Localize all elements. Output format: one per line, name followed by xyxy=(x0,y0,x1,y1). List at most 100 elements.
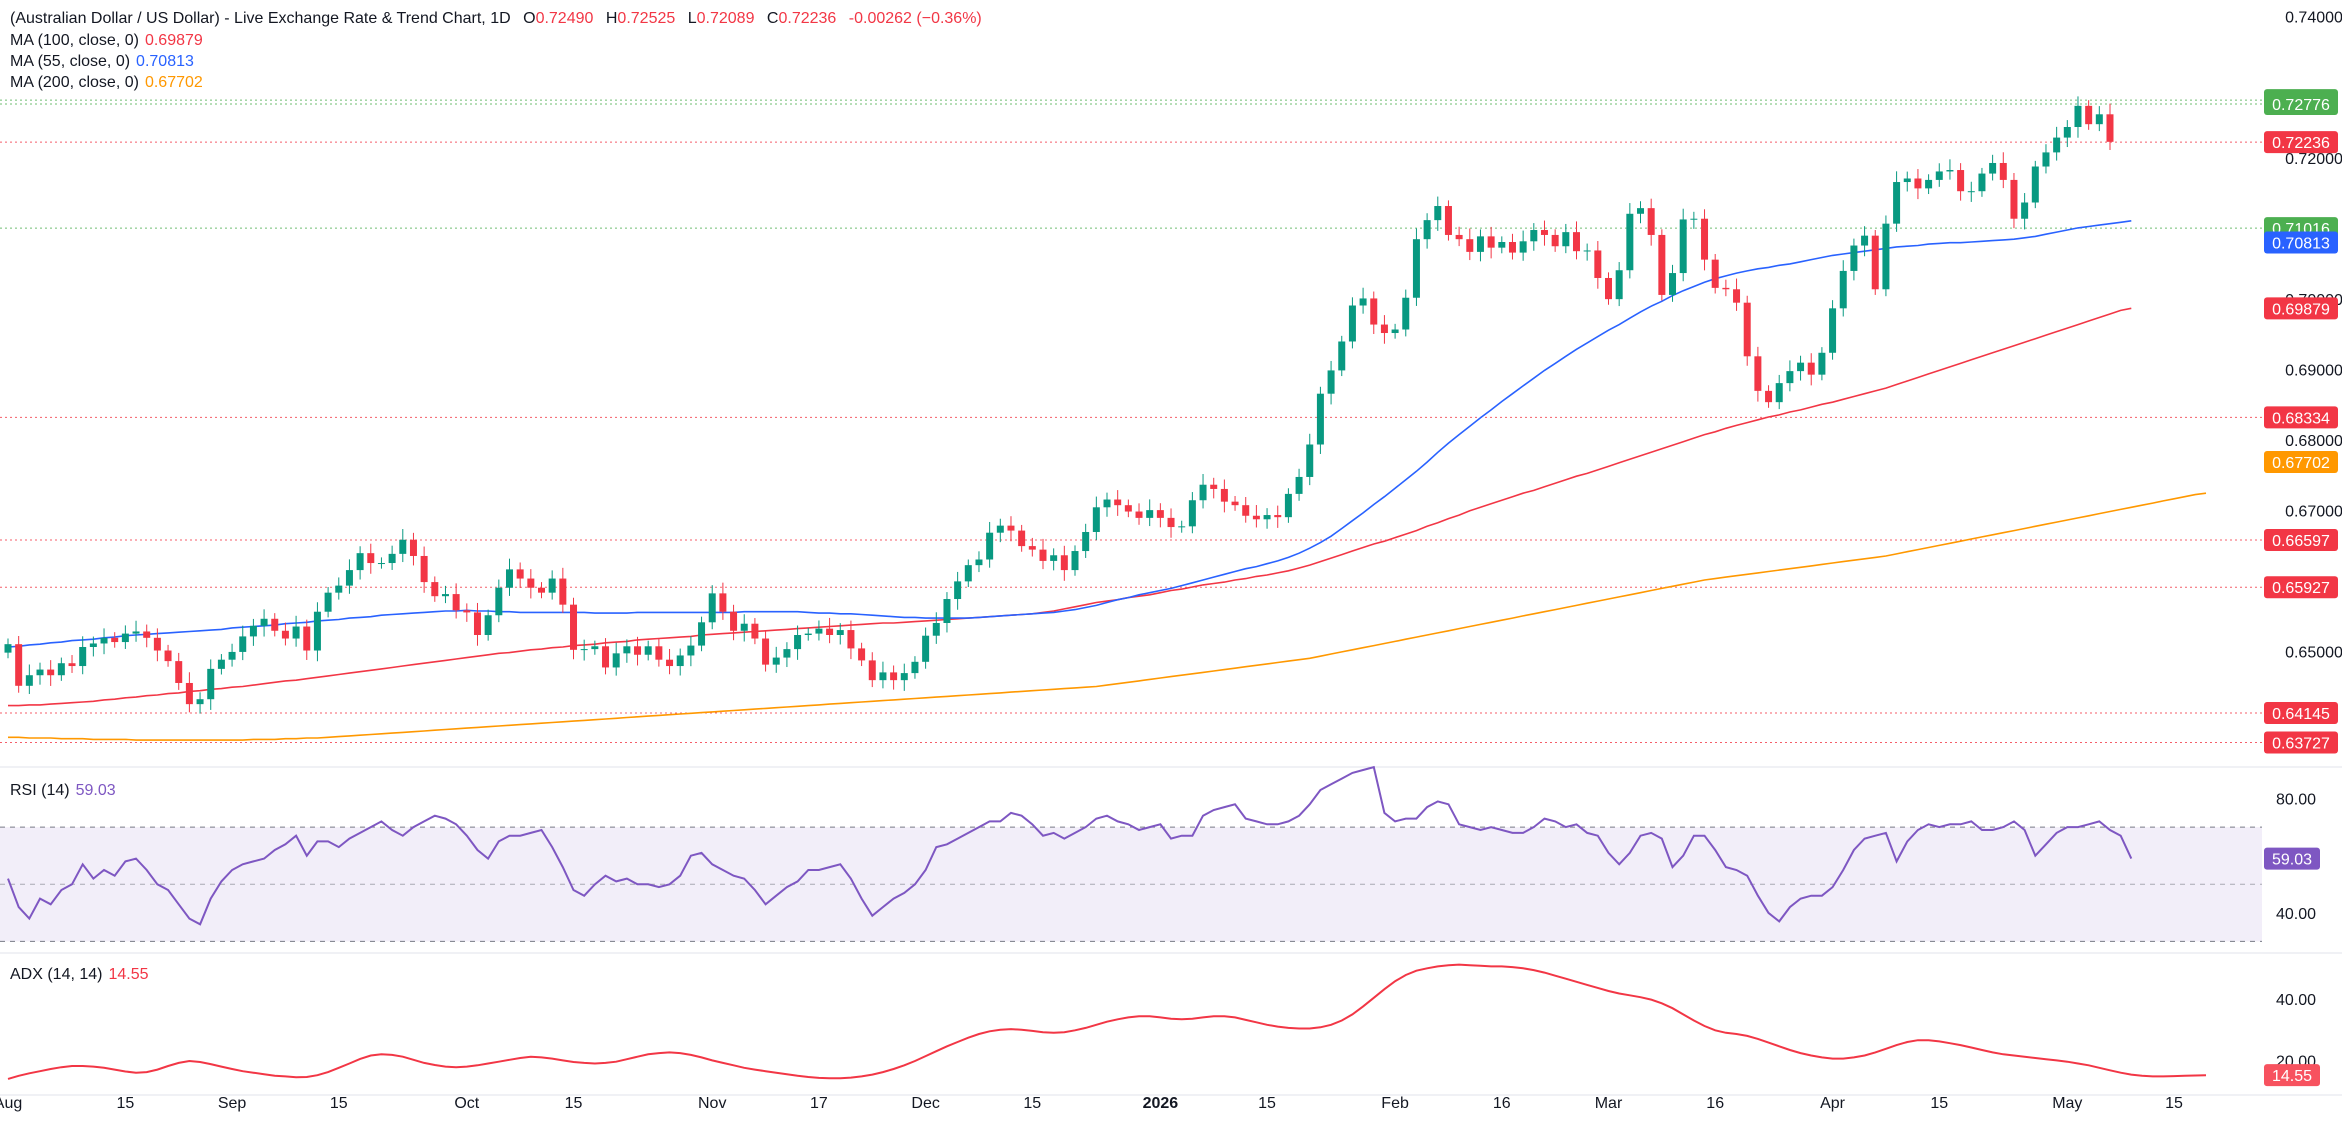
candle-body xyxy=(1316,393,1324,445)
candle-body xyxy=(1829,308,1837,353)
candle xyxy=(1914,169,1922,200)
candle xyxy=(249,618,257,646)
main-title: (Australian Dollar / US Dollar) - Live E… xyxy=(10,10,511,27)
candle xyxy=(527,569,535,599)
candle xyxy=(1786,360,1794,392)
candle xyxy=(1562,223,1570,254)
ohlc-open-value: 0.72490 xyxy=(535,10,594,27)
candle-body xyxy=(1146,510,1154,518)
candle xyxy=(1807,353,1815,386)
candle-body xyxy=(1498,242,1506,248)
candle xyxy=(1829,300,1837,360)
candle-body xyxy=(1199,484,1207,501)
level-price-label: 0.65927 xyxy=(2264,576,2338,599)
rsi-legend: RSI (14) 59.03 xyxy=(10,781,116,801)
candle-body xyxy=(2106,114,2114,142)
ma55-price-label-bg xyxy=(2264,231,2338,254)
candle xyxy=(1797,355,1805,381)
candle xyxy=(1050,548,1058,571)
ma200-price-label-bg xyxy=(2264,450,2338,473)
candle-body xyxy=(1711,259,1719,288)
candle xyxy=(943,592,951,633)
candle-body xyxy=(612,653,620,668)
candle-body xyxy=(943,599,951,624)
candle xyxy=(1487,226,1495,259)
candle xyxy=(687,636,695,667)
candle xyxy=(1444,200,1452,241)
candle xyxy=(1018,524,1026,552)
candle xyxy=(260,609,268,637)
candle xyxy=(879,661,887,689)
level-price-label: 0.66597 xyxy=(2264,528,2338,551)
candle-body xyxy=(1925,179,1933,189)
candle xyxy=(591,640,599,655)
candle-body xyxy=(2010,179,2018,219)
candle xyxy=(922,627,930,669)
candle-body xyxy=(111,637,119,643)
candle-body xyxy=(911,661,919,674)
candle-body xyxy=(1188,500,1196,527)
candle-body xyxy=(1487,236,1495,248)
candle xyxy=(2042,144,2050,174)
candle-body xyxy=(1295,476,1303,494)
candle xyxy=(1978,167,1986,197)
level-price-label: 0.72236 xyxy=(2264,131,2338,154)
candle-body xyxy=(634,646,642,655)
candle xyxy=(2031,160,2039,209)
candle xyxy=(431,576,439,602)
rsi-pane: 80.00 40.00 59.03 xyxy=(0,765,2320,942)
candle-body xyxy=(836,630,844,635)
candle xyxy=(1957,163,1965,201)
time-tick-label: 15 xyxy=(116,1095,134,1112)
candle xyxy=(1135,503,1143,525)
ohlc-close-value: 0.72236 xyxy=(778,10,837,27)
level-price-label-text: 0.63727 xyxy=(2272,735,2330,752)
candle xyxy=(175,652,183,690)
level-price-label-text: 0.68334 xyxy=(2272,410,2330,427)
time-tick-label: Dec xyxy=(911,1095,939,1112)
candle xyxy=(1925,174,1933,195)
level-price-label-bg xyxy=(2264,731,2338,754)
candle xyxy=(313,602,321,662)
candle-body xyxy=(207,668,215,700)
candle xyxy=(1946,159,1954,180)
candle-body xyxy=(1914,178,1922,189)
candle xyxy=(1210,477,1218,499)
candle-body xyxy=(2074,105,2082,127)
candle xyxy=(367,543,375,574)
candle xyxy=(762,630,770,672)
candle xyxy=(495,579,503,623)
candle-body xyxy=(1274,515,1282,518)
candle xyxy=(1498,236,1506,254)
candle-body xyxy=(2063,127,2071,138)
ma200-line xyxy=(8,492,2207,741)
candle xyxy=(441,585,449,604)
level-price-label-bg xyxy=(2264,92,2338,115)
candle-body xyxy=(1156,510,1164,518)
candle-body xyxy=(57,663,65,676)
candle-body xyxy=(1818,352,1826,375)
candle-body xyxy=(175,661,183,683)
candle xyxy=(1839,260,1847,317)
candle-body xyxy=(879,672,887,681)
candle-body xyxy=(1252,515,1260,520)
adx-legend: ADX (14, 14) 14.55 xyxy=(10,965,149,985)
candle-body xyxy=(1807,362,1815,375)
candle-body xyxy=(986,532,994,560)
time-tick-label: 16 xyxy=(1493,1095,1511,1112)
candle xyxy=(1082,523,1090,558)
candle xyxy=(1242,496,1250,523)
candle-body xyxy=(452,594,460,611)
candle-body xyxy=(143,631,151,638)
level-price-label-bg xyxy=(2264,576,2338,599)
candle xyxy=(783,642,791,668)
candle xyxy=(377,557,385,569)
level-price-label-text: 0.66597 xyxy=(2272,533,2330,550)
candle-body xyxy=(271,618,279,631)
ohlc-low-value: 0.72089 xyxy=(696,10,755,27)
candle-body xyxy=(249,625,257,637)
ma100-price-label: 0.69879 xyxy=(2264,297,2338,320)
candle xyxy=(1338,335,1346,377)
candle-body xyxy=(388,553,396,564)
time-tick-label: Apr xyxy=(1820,1095,1846,1112)
